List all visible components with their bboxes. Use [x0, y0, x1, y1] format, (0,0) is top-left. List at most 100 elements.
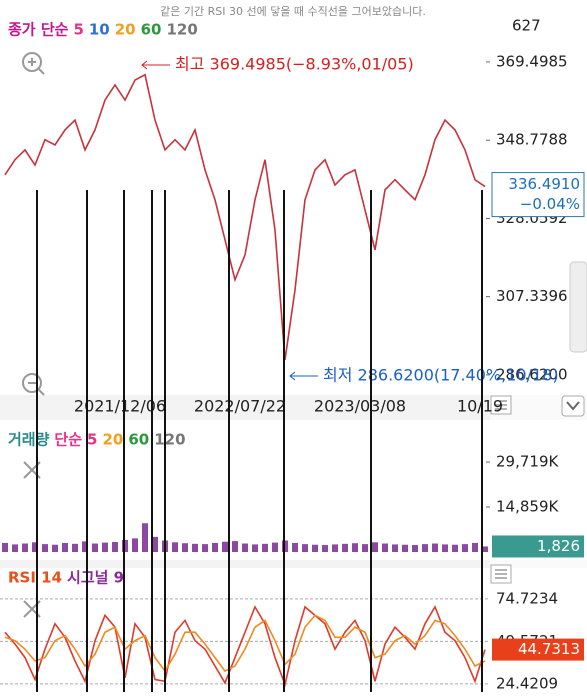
- volume-bar: [62, 542, 68, 552]
- volume-bar: [182, 543, 188, 552]
- legend-entry: 120: [167, 21, 198, 39]
- annotation-arrow: [289, 371, 318, 381]
- x-tick-label: 2021/12/06: [74, 397, 166, 416]
- volume-bar: [52, 544, 58, 552]
- axis-area: [490, 20, 587, 699]
- legend-entry: 120: [154, 431, 185, 449]
- volume-bar: [372, 542, 378, 552]
- caption: 같은 기간 RSI 30 선에 닿을 때 수직선을 그어보았습니다.: [160, 4, 426, 18]
- volume-bar: [202, 544, 208, 552]
- legend-entry: 5: [73, 21, 83, 39]
- volume-bar: [22, 543, 28, 552]
- annotation-lines: [36, 190, 483, 692]
- volume-bar: [432, 543, 438, 552]
- legend-entry: 60: [141, 21, 162, 39]
- volume-bar: [232, 541, 238, 552]
- volume-bar: [242, 543, 248, 552]
- change-label: −0.04%: [520, 195, 580, 213]
- volume-bar: [92, 543, 98, 552]
- rsi-box-label: 44.7313: [518, 640, 580, 658]
- volume-bar: [402, 544, 408, 552]
- y-tick-label: 24.4209: [496, 674, 558, 692]
- volume-bar: [192, 543, 198, 552]
- panel-divider: [0, 560, 587, 568]
- volume-bar: [462, 544, 468, 552]
- menu-volume[interactable]: [490, 395, 512, 415]
- y-tick-label: 14,859K: [496, 498, 559, 516]
- volume-bar: [212, 542, 218, 552]
- menu-right[interactable]: [561, 395, 585, 417]
- volume-bar: [352, 543, 358, 552]
- series-line: [4, 605, 486, 688]
- y-tick-label: 348.7788: [496, 131, 568, 149]
- price-box: [491, 172, 585, 218]
- volume-bar: [172, 542, 178, 552]
- volume-bar: [82, 541, 88, 552]
- volume-bar: [222, 541, 228, 552]
- legend-entry: 종가 단순: [8, 21, 69, 39]
- volume-bar: [12, 544, 18, 552]
- y-tick-label: 286.6200: [496, 365, 568, 383]
- volume-bar: [342, 543, 348, 552]
- rsi-box: [492, 638, 584, 661]
- volume-bar: [32, 542, 38, 552]
- volume-bar: [272, 542, 278, 552]
- volume-bar: [472, 542, 478, 552]
- volume-bar: [292, 542, 298, 552]
- volume-bar: [42, 544, 48, 552]
- x-tick-label: 2022/07/22: [194, 397, 286, 416]
- volume-bar: [252, 544, 258, 552]
- volume-bar: [112, 542, 118, 552]
- volume-bar: [322, 545, 328, 552]
- volume-bar: [152, 536, 158, 552]
- legend-entry: 60: [128, 431, 149, 449]
- price-box-label: 336.4910: [508, 175, 580, 193]
- volume-bar: [72, 543, 78, 552]
- volume-bar: [102, 542, 108, 552]
- volume-bar: [132, 538, 138, 552]
- y-tick-label: 307.3396: [496, 287, 568, 305]
- volume-bar: [422, 544, 428, 552]
- annotation: 최고 369.4985(−8.93%,01/05): [175, 55, 414, 74]
- legend-entry: RSI 14: [8, 569, 62, 587]
- date-strip: [0, 395, 587, 420]
- zoom-in[interactable]: [22, 52, 45, 75]
- legend-entry: 20: [115, 21, 136, 39]
- volume-bar: [452, 544, 458, 552]
- volume-bar: [332, 544, 338, 552]
- volume-box-label: 1,826: [537, 537, 580, 555]
- y-tick-label: 74.7234: [496, 589, 558, 607]
- y-tick-label: 29,719K: [496, 453, 559, 471]
- volume-bar: [262, 543, 268, 552]
- legend-entry: 5: [87, 431, 97, 449]
- legend-entry: 거래량: [8, 431, 50, 449]
- volume-bar: [142, 523, 148, 552]
- menu-rsi[interactable]: [490, 564, 512, 584]
- x-tick-label: 2023/03/08: [314, 397, 406, 416]
- zoom-out[interactable]: [22, 373, 45, 396]
- legend-entry: 시그널 9: [67, 569, 124, 587]
- volume-bar: [442, 544, 448, 552]
- annotation: 최저 286.6200(17.40%,10/18): [323, 366, 559, 385]
- annotation-arrow: [141, 60, 170, 70]
- volume-bar: [412, 545, 418, 552]
- series-line: [4, 614, 486, 673]
- series-line: [4, 73, 486, 360]
- volume-bar: [482, 546, 488, 552]
- volume-box: [492, 535, 584, 558]
- top-label: 627: [512, 17, 541, 35]
- volume-bar: [362, 544, 368, 552]
- legend-entry: 단순: [54, 431, 82, 449]
- volume-bar: [2, 542, 8, 552]
- volume-bar: [382, 543, 388, 552]
- scroll-handle[interactable]: [569, 261, 587, 353]
- volume-bar: [312, 544, 318, 552]
- x-tick-label: 10/19: [457, 397, 503, 416]
- legend-entry: 20: [102, 431, 123, 449]
- volume-bar: [392, 544, 398, 552]
- legend-entry: 10: [89, 21, 110, 39]
- y-tick-label: 369.4985: [496, 52, 568, 70]
